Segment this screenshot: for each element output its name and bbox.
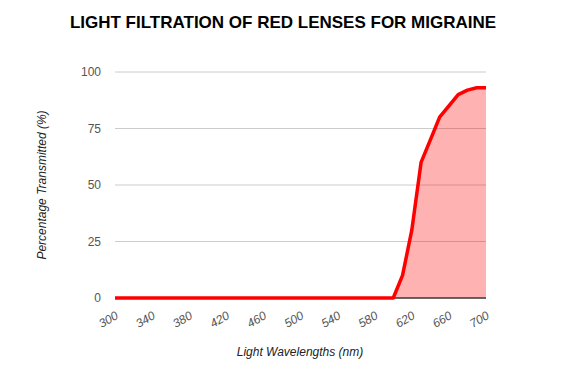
x-tick-label: 700 xyxy=(467,308,492,330)
x-axis-label: Light Wavelengths (nm) xyxy=(237,345,364,359)
y-tick-label: 50 xyxy=(88,178,102,192)
x-tick-label: 500 xyxy=(282,308,307,330)
x-tick-label: 340 xyxy=(133,308,158,330)
y-tick-label: 100 xyxy=(81,65,101,79)
x-tick-label: 540 xyxy=(319,308,344,330)
x-tick-label: 580 xyxy=(356,308,381,330)
y-axis-label: Percentage Transmitted (%) xyxy=(35,110,49,259)
x-tick-label: 460 xyxy=(245,308,270,330)
grid-line xyxy=(115,128,486,129)
x-tick-label: 660 xyxy=(430,308,455,330)
x-tick-label: 300 xyxy=(96,308,121,330)
x-tick-label: 380 xyxy=(170,308,195,330)
y-tick-label: 75 xyxy=(88,122,102,136)
grid-line xyxy=(115,72,486,73)
series-line xyxy=(115,88,486,298)
plot-area xyxy=(115,88,486,298)
y-tick-label: 25 xyxy=(88,235,102,249)
title: LIGHT FILTRATION OF RED LENSES FOR MIGRA… xyxy=(70,13,496,32)
x-tick-label: 420 xyxy=(207,308,232,330)
x-tick-label: 620 xyxy=(393,308,418,330)
y-tick-label: 0 xyxy=(94,291,101,305)
area-fill xyxy=(115,88,486,298)
chart: LIGHT FILTRATION OF RED LENSES FOR MIGRA… xyxy=(0,0,567,371)
